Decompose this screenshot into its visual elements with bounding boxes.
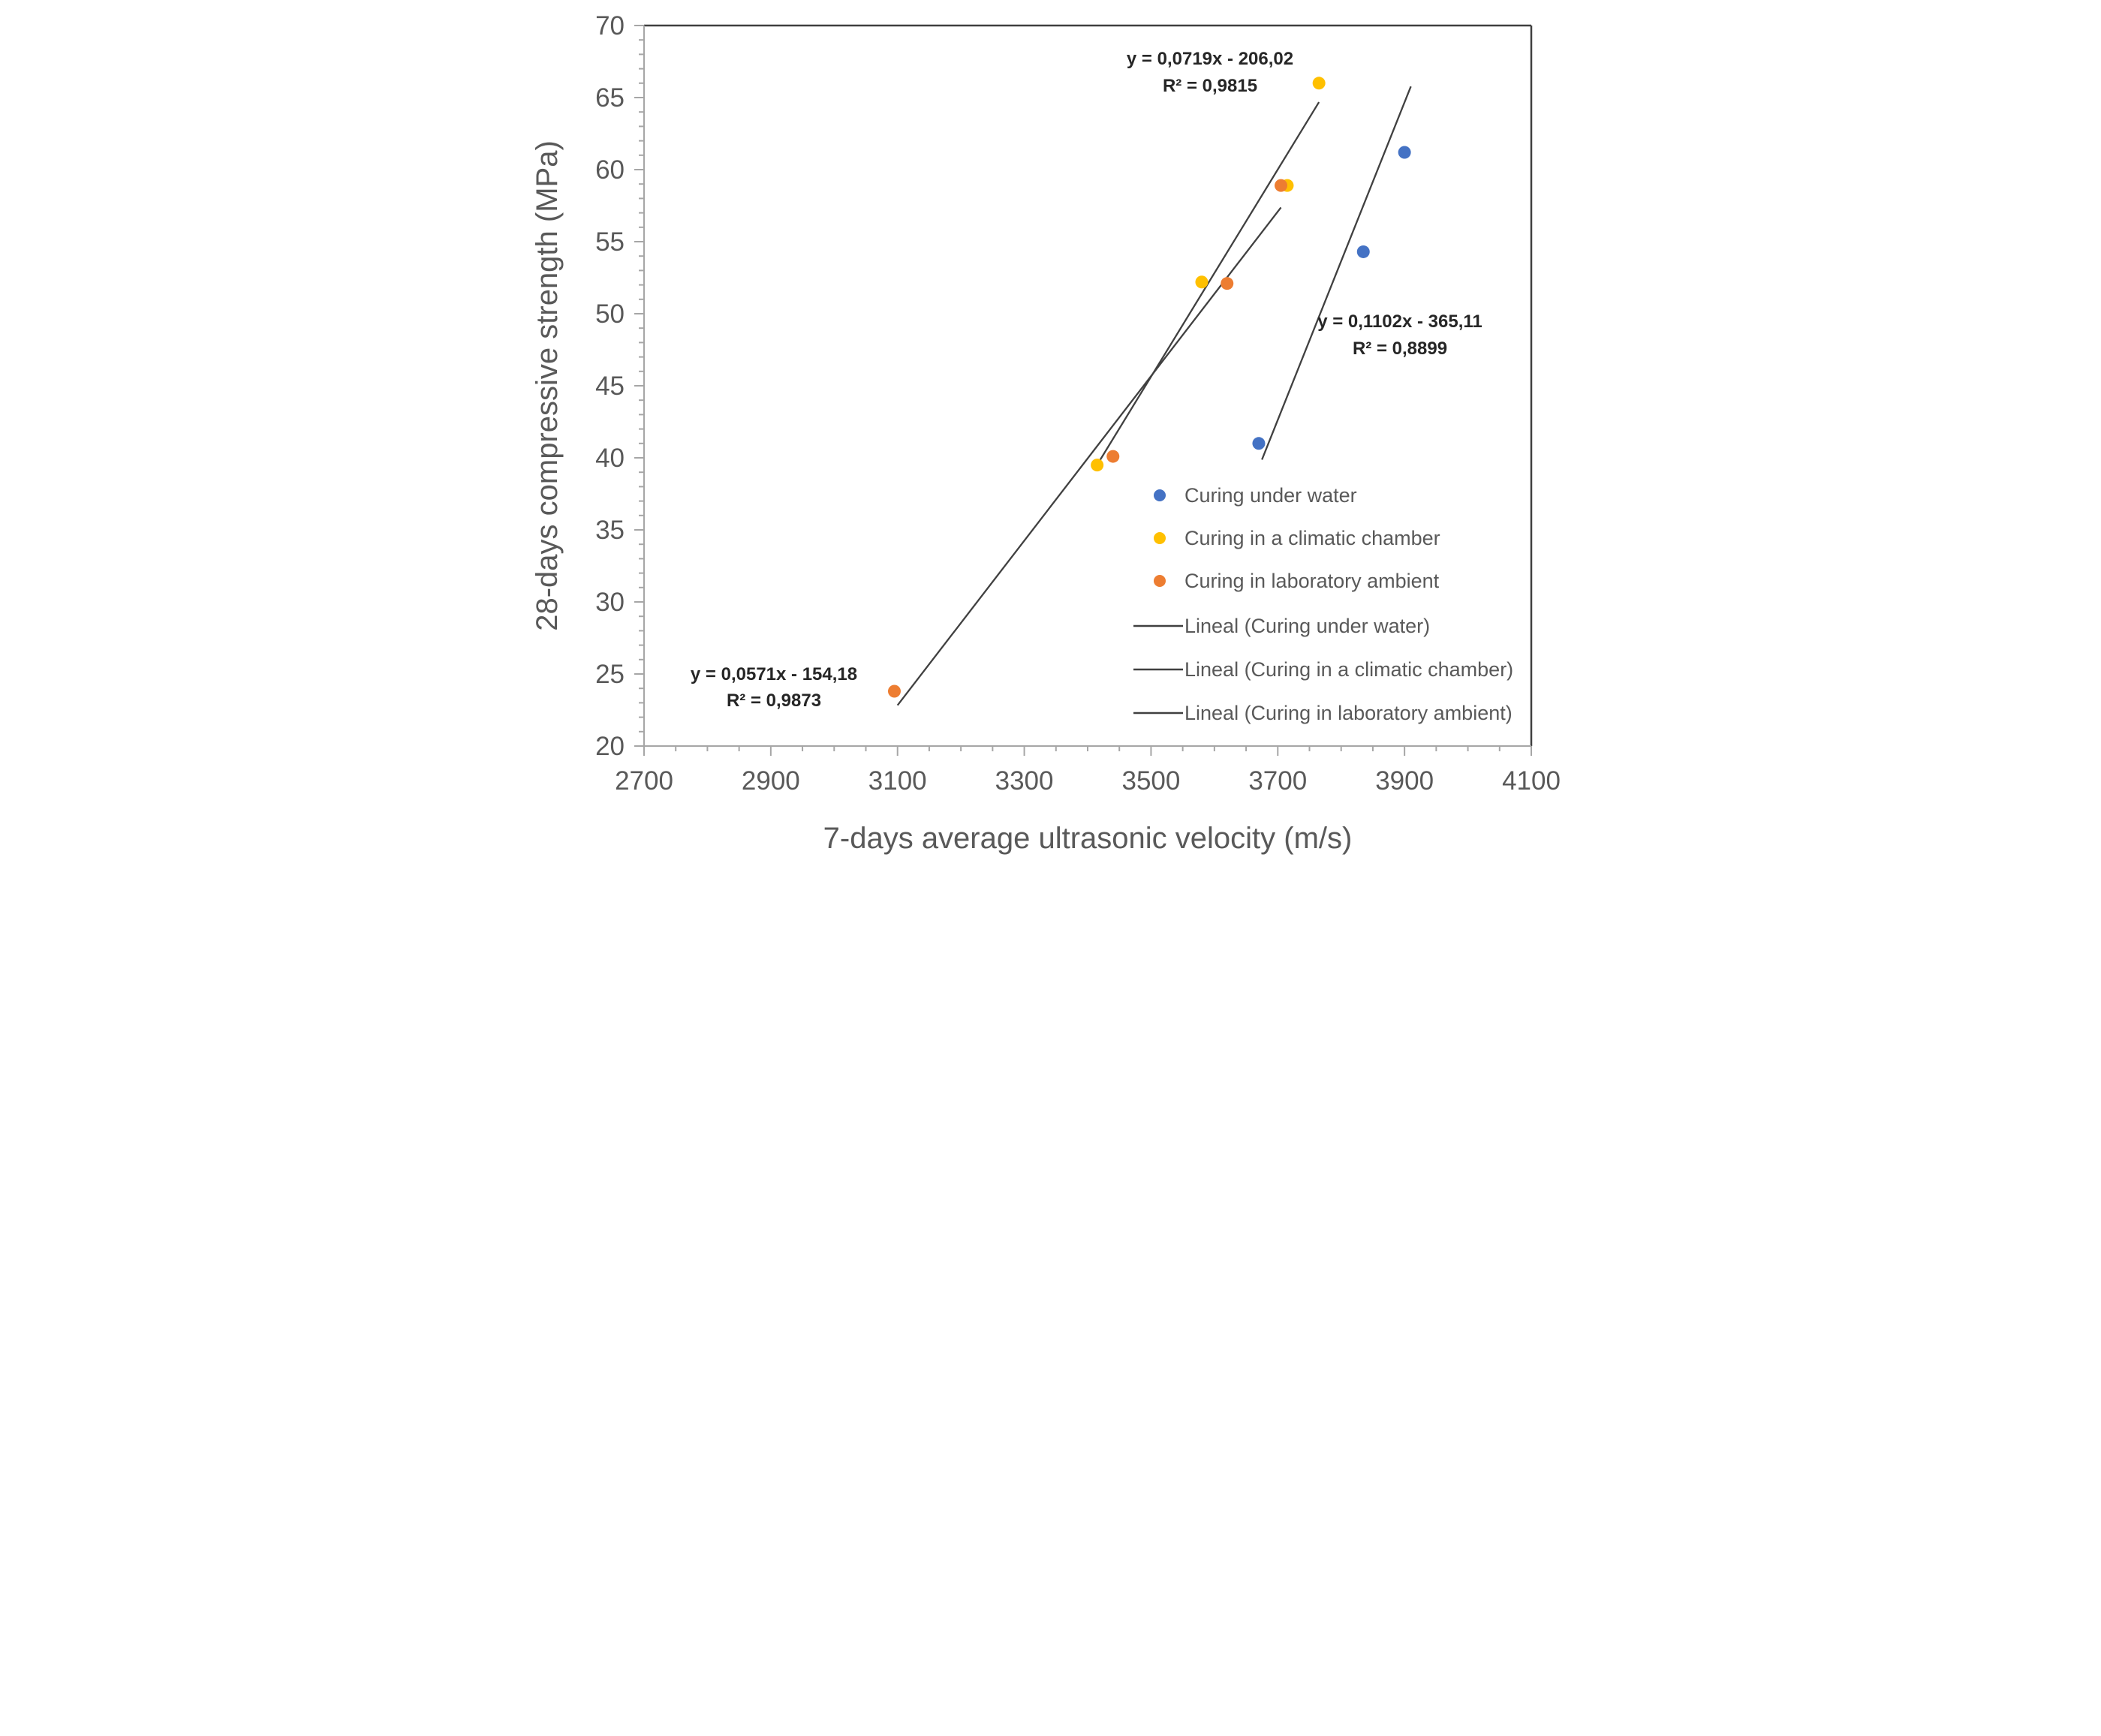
legend-marker-icon — [1153, 489, 1166, 501]
y-tick-label: 65 — [595, 83, 625, 113]
data-point — [1194, 275, 1208, 289]
data-point — [1090, 459, 1103, 472]
legend-label: Lineal (Curing in laboratory ambient) — [1184, 702, 1513, 724]
data-points — [887, 77, 1411, 698]
data-point — [1274, 179, 1287, 192]
legend-label: Curing under water — [1184, 484, 1357, 507]
legend-label: Curing in laboratory ambient — [1184, 570, 1440, 592]
r-squared-water: R² = 0,8899 — [1352, 338, 1446, 359]
legend-label: Lineal (Curing in a climatic chamber) — [1184, 658, 1513, 681]
y-tick-label: 30 — [595, 588, 625, 617]
y-tick-label: 70 — [595, 11, 625, 41]
x-tick-label: 2900 — [741, 766, 799, 796]
x-axis-title: 7-days average ultrasonic velocity (m/s) — [823, 822, 1352, 855]
legend: Curing under water Curing in a climatic c… — [1133, 484, 1513, 724]
y-tick-label: 60 — [595, 155, 625, 185]
scatter-chart: 2700 2900 3100 3300 3500 3700 3900 4100 20 25 30 35… — [531, 11, 1561, 855]
legend-label: Curing in a climatic chamber — [1184, 527, 1440, 549]
trendline-equation-ambient: y = 0,0571x - 154,18 — [690, 664, 856, 684]
trendline — [1260, 86, 1412, 460]
x-tick-label: 3100 — [868, 766, 926, 796]
trendline-equation-climatic: y = 0,0719x - 206,02 — [1126, 49, 1293, 69]
trendline-equation-water: y = 0,1102x - 365,11 — [1317, 311, 1482, 332]
x-tick-label: 2700 — [615, 766, 673, 796]
scatter-chart-figure: 2700 2900 3100 3300 3500 3700 3900 4100 20 25 30 35… — [525, 0, 1576, 868]
y-axis-title: 28-days compressive strength (MPa) — [531, 140, 564, 631]
x-tick-label: 3500 — [1121, 766, 1180, 796]
data-point — [1398, 146, 1411, 159]
data-point — [887, 684, 901, 698]
data-point — [1312, 77, 1326, 90]
trendlines — [896, 86, 1412, 706]
y-tick-label: 50 — [595, 299, 625, 329]
legend-label: Lineal (Curing under water) — [1184, 615, 1430, 637]
data-point — [1106, 450, 1119, 463]
axes: 2700 2900 3100 3300 3500 3700 3900 4100 20 25 30 35… — [595, 11, 1561, 796]
x-tick-label: 3700 — [1248, 766, 1307, 796]
trendline — [896, 206, 1281, 706]
data-point — [1356, 245, 1370, 258]
x-tick-label: 3900 — [1375, 766, 1434, 796]
r-squared-ambient: R² = 0,9873 — [726, 690, 820, 711]
y-tick-label: 40 — [595, 444, 625, 473]
legend-marker-icon — [1153, 532, 1166, 544]
trendline — [1096, 101, 1320, 465]
y-tick-label: 45 — [595, 372, 625, 401]
x-tick-label: 3300 — [995, 766, 1053, 796]
legend-marker-icon — [1153, 575, 1166, 587]
y-tick-label: 35 — [595, 516, 625, 545]
data-point — [1251, 437, 1265, 450]
r-squared-climatic: R² = 0,9815 — [1162, 76, 1257, 96]
x-tick-label: 4100 — [1502, 766, 1561, 796]
data-point — [1220, 277, 1233, 290]
y-tick-label: 25 — [595, 660, 625, 689]
y-tick-label: 20 — [595, 732, 625, 761]
y-tick-label: 55 — [595, 227, 625, 257]
